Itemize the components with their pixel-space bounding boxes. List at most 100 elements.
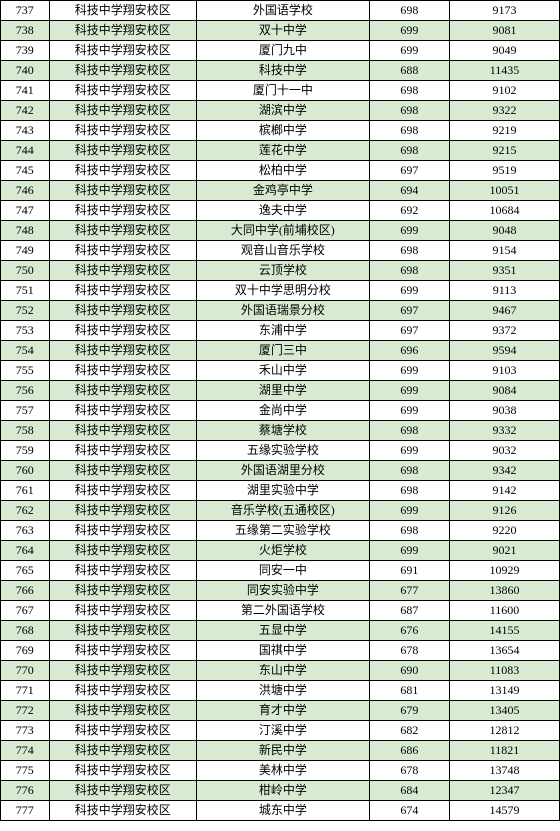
- table-row: 770科技中学翔安校区东山中学69011083: [1, 661, 560, 681]
- cell-index: 762: [1, 501, 50, 521]
- cell-campus: 科技中学翔安校区: [49, 601, 196, 621]
- cell-index: 761: [1, 481, 50, 501]
- cell-index: 765: [1, 561, 50, 581]
- table-row: 755科技中学翔安校区禾山中学6999103: [1, 361, 560, 381]
- cell-campus: 科技中学翔安校区: [49, 641, 196, 661]
- cell-score: 678: [369, 761, 449, 781]
- table-row: 760科技中学翔安校区外国语湖里分校6989342: [1, 461, 560, 481]
- cell-campus: 科技中学翔安校区: [49, 301, 196, 321]
- cell-campus: 科技中学翔安校区: [49, 201, 196, 221]
- cell-code: 9342: [449, 461, 559, 481]
- cell-school: 厦门三中: [196, 341, 369, 361]
- cell-score: 692: [369, 201, 449, 221]
- table-row: 751科技中学翔安校区双十中学思明分校6999113: [1, 281, 560, 301]
- table-row: 739科技中学翔安校区厦门九中6999049: [1, 41, 560, 61]
- cell-campus: 科技中学翔安校区: [49, 681, 196, 701]
- cell-school: 科技中学: [196, 61, 369, 81]
- cell-school: 音乐学校(五通校区): [196, 501, 369, 521]
- cell-score: 699: [369, 361, 449, 381]
- cell-score: 699: [369, 501, 449, 521]
- cell-school: 美林中学: [196, 761, 369, 781]
- cell-index: 757: [1, 401, 50, 421]
- table-row: 743科技中学翔安校区槟榔中学6989219: [1, 121, 560, 141]
- cell-score: 699: [369, 441, 449, 461]
- cell-score: 699: [369, 281, 449, 301]
- cell-school: 育才中学: [196, 701, 369, 721]
- cell-campus: 科技中学翔安校区: [49, 141, 196, 161]
- cell-campus: 科技中学翔安校区: [49, 741, 196, 761]
- cell-index: 737: [1, 1, 50, 21]
- cell-index: 760: [1, 461, 50, 481]
- cell-score: 698: [369, 241, 449, 261]
- cell-campus: 科技中学翔安校区: [49, 381, 196, 401]
- cell-code: 13748: [449, 761, 559, 781]
- cell-school: 五显中学: [196, 621, 369, 641]
- cell-code: 9021: [449, 541, 559, 561]
- table-row: 754科技中学翔安校区厦门三中6969594: [1, 341, 560, 361]
- cell-score: 698: [369, 521, 449, 541]
- cell-index: 768: [1, 621, 50, 641]
- cell-index: 740: [1, 61, 50, 81]
- cell-school: 外国语瑞景分校: [196, 301, 369, 321]
- cell-school: 五缘实验学校: [196, 441, 369, 461]
- cell-index: 746: [1, 181, 50, 201]
- cell-score: 698: [369, 421, 449, 441]
- cell-school: 东浦中学: [196, 321, 369, 341]
- cell-index: 758: [1, 421, 50, 441]
- table-row: 773科技中学翔安校区汀溪中学68212812: [1, 721, 560, 741]
- table-row: 745科技中学翔安校区松柏中学6979519: [1, 161, 560, 181]
- cell-campus: 科技中学翔安校区: [49, 121, 196, 141]
- cell-school: 金尚中学: [196, 401, 369, 421]
- cell-school: 双十中学思明分校: [196, 281, 369, 301]
- cell-campus: 科技中学翔安校区: [49, 41, 196, 61]
- cell-campus: 科技中学翔安校区: [49, 161, 196, 181]
- table-row: 748科技中学翔安校区大同中学(前埔校区)6999048: [1, 221, 560, 241]
- table-row: 767科技中学翔安校区第二外国语学校68711600: [1, 601, 560, 621]
- cell-score: 686: [369, 741, 449, 761]
- table-row: 741科技中学翔安校区厦门十一中6989102: [1, 81, 560, 101]
- cell-campus: 科技中学翔安校区: [49, 101, 196, 121]
- cell-campus: 科技中学翔安校区: [49, 761, 196, 781]
- cell-school: 同安一中: [196, 561, 369, 581]
- cell-code: 14579: [449, 801, 559, 821]
- cell-score: 677: [369, 581, 449, 601]
- cell-campus: 科技中学翔安校区: [49, 781, 196, 801]
- cell-score: 699: [369, 401, 449, 421]
- cell-score: 699: [369, 381, 449, 401]
- cell-school: 火炬学校: [196, 541, 369, 561]
- table-row: 738科技中学翔安校区双十中学6999081: [1, 21, 560, 41]
- cell-score: 694: [369, 181, 449, 201]
- cell-campus: 科技中学翔安校区: [49, 621, 196, 641]
- cell-school: 湖里中学: [196, 381, 369, 401]
- cell-campus: 科技中学翔安校区: [49, 501, 196, 521]
- cell-score: 691: [369, 561, 449, 581]
- cell-school: 同安实验中学: [196, 581, 369, 601]
- cell-score: 674: [369, 801, 449, 821]
- cell-campus: 科技中学翔安校区: [49, 721, 196, 741]
- cell-index: 772: [1, 701, 50, 721]
- table-row: 769科技中学翔安校区国祺中学67813654: [1, 641, 560, 661]
- cell-school: 东山中学: [196, 661, 369, 681]
- table-row: 774科技中学翔安校区新民中学68611821: [1, 741, 560, 761]
- cell-campus: 科技中学翔安校区: [49, 1, 196, 21]
- cell-school: 柑岭中学: [196, 781, 369, 801]
- cell-index: 775: [1, 761, 50, 781]
- cell-school: 蔡塘学校: [196, 421, 369, 441]
- cell-campus: 科技中学翔安校区: [49, 61, 196, 81]
- cell-campus: 科技中学翔安校区: [49, 241, 196, 261]
- cell-school: 大同中学(前埔校区): [196, 221, 369, 241]
- cell-index: 741: [1, 81, 50, 101]
- cell-campus: 科技中学翔安校区: [49, 581, 196, 601]
- cell-score: 698: [369, 261, 449, 281]
- cell-score: 698: [369, 461, 449, 481]
- cell-index: 743: [1, 121, 50, 141]
- table-row: 749科技中学翔安校区观音山音乐学校6989154: [1, 241, 560, 261]
- cell-index: 776: [1, 781, 50, 801]
- cell-index: 774: [1, 741, 50, 761]
- cell-index: 769: [1, 641, 50, 661]
- table-row: 746科技中学翔安校区金鸡亭中学69410051: [1, 181, 560, 201]
- cell-index: 753: [1, 321, 50, 341]
- cell-code: 9081: [449, 21, 559, 41]
- table-row: 771科技中学翔安校区洪塘中学68113149: [1, 681, 560, 701]
- cell-score: 698: [369, 121, 449, 141]
